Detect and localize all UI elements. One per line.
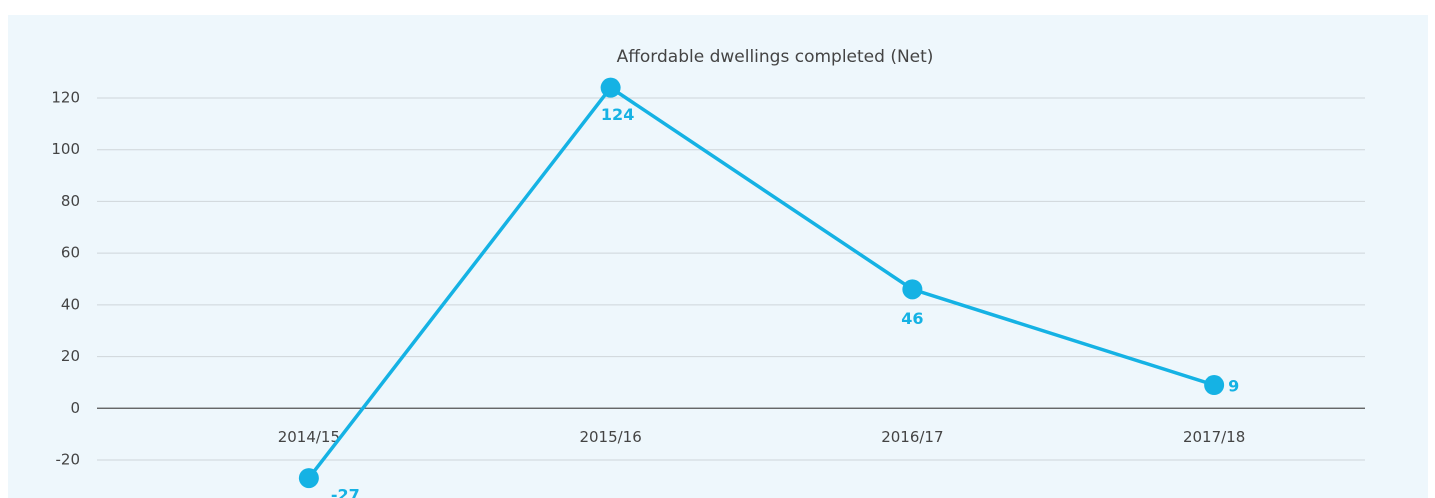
y-tick-label: 60 [61,244,80,262]
y-tick-label: 100 [51,140,80,158]
y-tick-label: 120 [51,89,80,107]
y-tick-label: 0 [70,399,80,417]
marker [1204,375,1225,396]
value-label: -27 [331,486,360,498]
x-tick-label: 2017/18 [1183,428,1245,446]
marker [298,468,319,489]
marker [600,77,621,98]
y-tick-label: 40 [61,295,80,313]
y-tick-label: 80 [61,192,80,210]
y-tick-label: -20 [56,451,81,469]
marker [902,279,923,300]
line [307,85,1215,480]
value-label: 46 [901,309,923,328]
value-label: 9 [1228,377,1239,396]
panel [8,15,1428,498]
y-tick-label: 20 [61,347,80,365]
x-tick-label: 2016/17 [881,428,943,446]
chart-title: Affordable dwellings completed (Net) [617,47,934,67]
x-tick-label: 2015/16 [579,428,641,446]
x-tick-label: 2014/15 [278,428,340,446]
value-label: 124 [601,105,634,124]
